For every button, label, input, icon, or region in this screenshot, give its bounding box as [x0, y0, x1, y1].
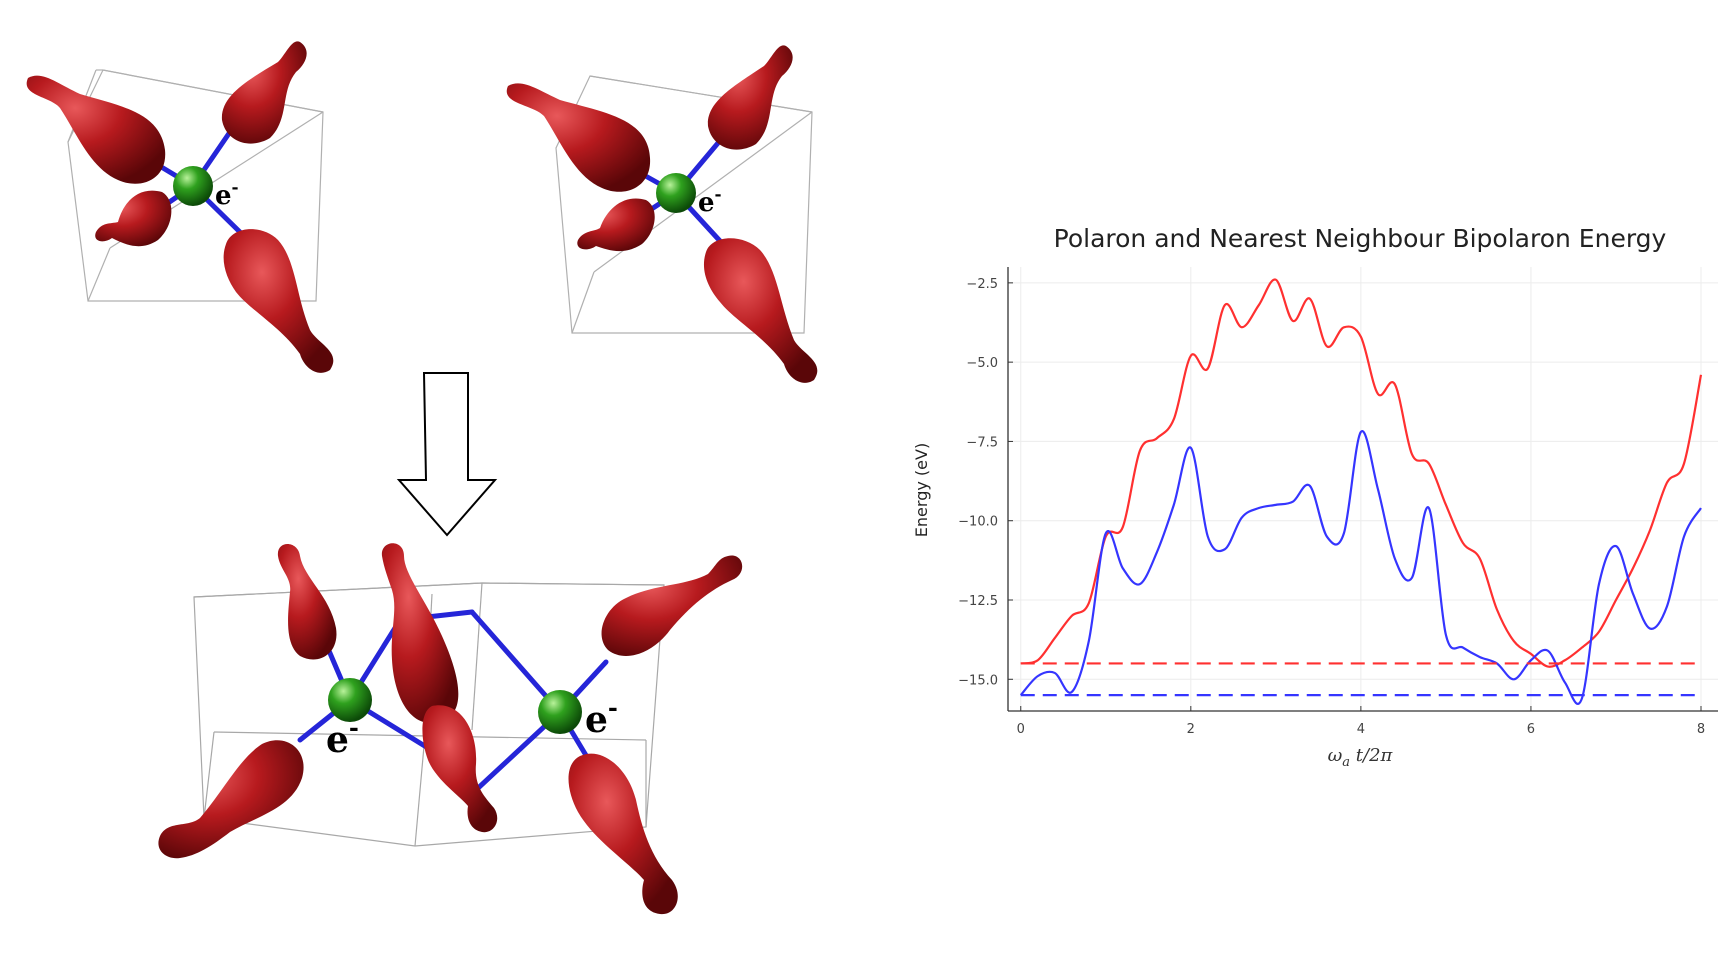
y-tick-label: −10.0 [958, 515, 998, 530]
polaron-lobe [221, 41, 307, 144]
bipolaron: e- e- [158, 543, 743, 915]
chart-title: Polaron and Nearest Neighbour Bipolaron … [1054, 224, 1667, 253]
polaron-lobe [95, 190, 172, 247]
polaron-lobe [703, 238, 818, 383]
x-tick-label: 2 [1187, 722, 1195, 737]
polaron-right: e- [506, 45, 818, 383]
bipolaron-lobe [381, 543, 459, 724]
series-line-2 [1019, 430, 1702, 705]
polaron-lobes [506, 45, 818, 383]
energy-chart: Polaron and Nearest Neighbour Bipolaron … [912, 224, 1718, 770]
x-tick-label: 8 [1697, 722, 1705, 737]
y-axis-label: Energy (eV) [912, 443, 931, 537]
polaron-lobe [506, 83, 651, 192]
y-tick-label: −7.5 [966, 435, 998, 450]
atom [538, 690, 582, 734]
bipolaron-lobe [601, 555, 743, 657]
unit-cell-box [555, 75, 813, 334]
bipolaron-lobe [568, 753, 678, 915]
bipolaron-lobe [422, 705, 498, 833]
x-tick-label: 4 [1357, 722, 1365, 737]
polaron-lobe [577, 198, 655, 252]
y-tick-label: −15.0 [958, 673, 998, 688]
y-tick-label: −12.5 [958, 594, 998, 609]
axes [1007, 267, 1718, 712]
y-tick-label: −5.0 [966, 356, 998, 371]
bipolaron-lobe [277, 544, 337, 660]
grid [1008, 267, 1718, 711]
series-line-1 [1020, 278, 1703, 668]
x-tick-label: 0 [1017, 722, 1025, 737]
electron-label: e- [585, 693, 618, 741]
down-arrow [396, 372, 498, 537]
atom [656, 173, 696, 213]
atom [328, 678, 372, 722]
electron-label: e- [326, 713, 359, 761]
series-layer [1019, 278, 1703, 705]
polaron-lobe [26, 75, 166, 184]
polaron-lobe [707, 45, 793, 150]
electron-label: e- [215, 178, 239, 211]
polaron-lobe [223, 229, 334, 373]
x-axis-label: ωa t/2π [1328, 745, 1394, 770]
electron-label: e- [698, 185, 722, 218]
x-tick-label: 6 [1527, 722, 1535, 737]
bipolaron-lobe [158, 740, 304, 859]
atom [173, 166, 213, 206]
polaron-lobes [26, 41, 334, 373]
polaron-left: e- [26, 41, 334, 373]
polaron-diagram: e- e- [26, 41, 818, 915]
tick-labels: 0 2 4 6 8 −2.5 −5.0 −7.5 −10.0 −12.5 −15.0 [958, 277, 1705, 737]
y-tick-label: −2.5 [966, 277, 998, 292]
bipolaron-lobes [158, 543, 743, 915]
